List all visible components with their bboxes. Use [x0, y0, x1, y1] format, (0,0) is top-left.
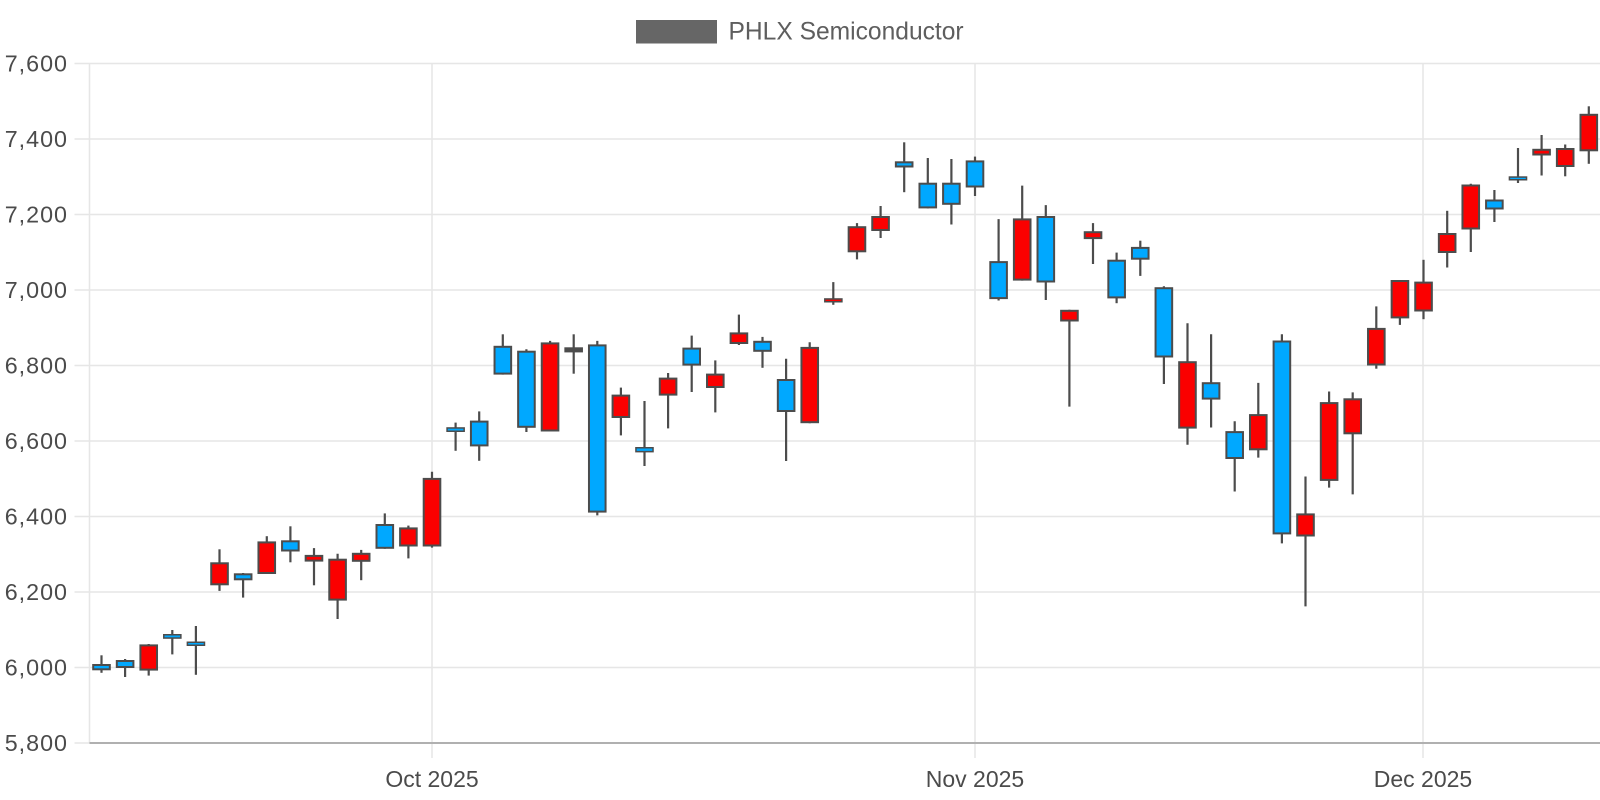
svg-text:6,200: 6,200: [5, 579, 68, 605]
svg-text:7,000: 7,000: [5, 277, 68, 303]
svg-text:PHLX Semiconductor: PHLX Semiconductor: [729, 19, 964, 46]
svg-text:6,600: 6,600: [5, 428, 68, 454]
svg-text:7,200: 7,200: [5, 202, 68, 228]
svg-text:6,800: 6,800: [5, 353, 68, 379]
svg-text:5,800: 5,800: [5, 730, 68, 756]
svg-text:Oct 2025: Oct 2025: [385, 766, 478, 792]
svg-text:7,400: 7,400: [5, 126, 68, 152]
svg-text:6,000: 6,000: [5, 655, 68, 681]
svg-text:7,600: 7,600: [5, 51, 68, 77]
svg-text:Dec 2025: Dec 2025: [1374, 766, 1472, 792]
svg-text:Nov 2025: Nov 2025: [926, 766, 1024, 792]
svg-text:6,400: 6,400: [5, 504, 68, 530]
